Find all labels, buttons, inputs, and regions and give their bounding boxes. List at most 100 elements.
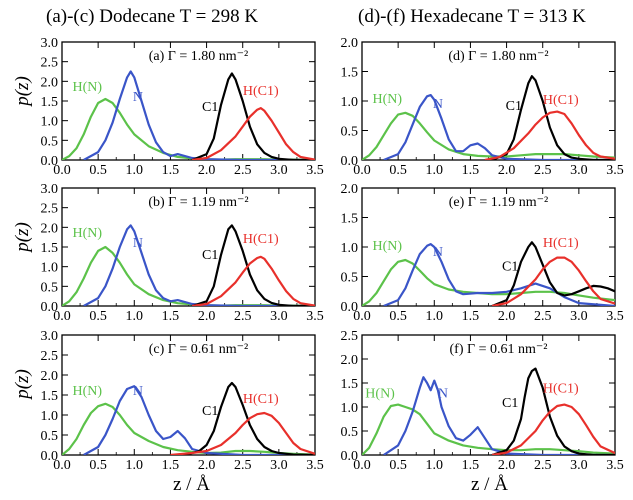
x-tick-label: 1.0	[426, 458, 444, 473]
y-tick-label: 1.0	[341, 241, 359, 256]
x-tick-label: 2.0	[498, 163, 516, 178]
y-tick-label: 0.5	[341, 425, 359, 440]
x-tick-label: 1.0	[126, 458, 144, 473]
y-tick-label: 1.0	[341, 401, 359, 416]
series-annotation: N	[433, 97, 443, 112]
y-tick-label: 3.0	[41, 182, 59, 197]
x-tick-label: 2.5	[534, 163, 552, 178]
x-tick-label: 3.0	[570, 163, 588, 178]
series-annotation: C1	[502, 396, 518, 411]
y-tick-label: 1.5	[41, 389, 59, 404]
x-tick-label: 2.0	[198, 309, 216, 324]
series-line-hc1	[191, 255, 315, 306]
y-tick-label: 2.0	[41, 75, 59, 90]
x-tick-label: 1.5	[162, 458, 180, 473]
x-tick-label: 3.0	[270, 163, 288, 178]
series-annotation: H(C1)	[543, 236, 579, 251]
y-tick-label: 0.0	[41, 300, 59, 315]
series-annotation: N	[133, 384, 143, 399]
panel-e: 0.0 0.5 1.0 1.5 2.0 2.5 3.0 3.5 0.0 0.5 1.0 1.5 2.0 (…	[341, 182, 624, 324]
series-line-n	[83, 385, 315, 455]
x-tick-label: 1.0	[126, 309, 144, 324]
y-tick-label: 2.0	[341, 36, 359, 51]
series-line-n	[83, 224, 315, 306]
x-tick-label: 3.0	[270, 458, 288, 473]
x-tick-label: 3.0	[570, 458, 588, 473]
y-tick-label: 2.5	[41, 349, 59, 364]
x-tick-label: 0.0	[53, 309, 71, 324]
x-tick-label: 0.5	[389, 458, 407, 473]
y-tick-label: 1.0	[41, 115, 59, 130]
x-tick-label: 3.5	[306, 458, 324, 473]
series-annotation: C1	[202, 248, 218, 263]
y-tick-label: 1.5	[341, 212, 359, 227]
series-annotation: N	[133, 236, 143, 251]
y-tick-label: 0.5	[341, 271, 359, 286]
x-tick-label: 2.5	[534, 458, 552, 473]
x-tick-label: 3.0	[270, 309, 288, 324]
x-tick-label: 0.0	[53, 163, 71, 178]
panel-f: 0.0 0.5 1.0 1.5 2.0 2.5 3.0 3.5 0.0 0.5 1.0 1.5 2.0 2…	[341, 329, 624, 473]
y-tick-label: 0.5	[341, 125, 359, 140]
x-tick-label: 0.5	[389, 163, 407, 178]
series-annotation: H(C1)	[243, 232, 279, 247]
y-tick-label: 0.0	[341, 154, 359, 169]
series-line-n	[383, 376, 615, 455]
x-tick-label: 3.5	[306, 163, 324, 178]
series-annotation: H(C1)	[243, 84, 279, 99]
x-tick-label: 0.0	[353, 309, 371, 324]
y-tick-label: 2.5	[41, 202, 59, 217]
y-tick-label: 2.0	[41, 369, 59, 384]
y-tick-label: 0.5	[41, 134, 59, 149]
series-annotation: H(N)	[365, 386, 395, 401]
x-tick-label: 2.0	[498, 458, 516, 473]
x-tick-label: 2.0	[498, 309, 516, 324]
series-annotation: H(N)	[73, 80, 103, 95]
series-line-hc1	[491, 256, 615, 306]
x-tick-label: 3.5	[606, 309, 624, 324]
y-tick-label: 0.0	[341, 300, 359, 315]
y-tick-label: 1.0	[41, 261, 59, 276]
x-tick-label: 1.5	[462, 309, 480, 324]
y-tick-label: 1.5	[41, 95, 59, 110]
series-annotation: H(N)	[373, 92, 403, 107]
panel-d: 0.0 0.5 1.0 1.5 2.0 2.5 3.0 3.5 0.0 0.5 1.0 1.5 2.0 (…	[341, 36, 624, 178]
x-tick-label: 1.5	[162, 309, 180, 324]
series-annotation: H(N)	[73, 226, 103, 241]
y-tick-label: 0.0	[41, 449, 59, 464]
x-tick-label: 2.5	[534, 309, 552, 324]
panel-title: (a) Γ = 1.80 nm⁻²	[149, 49, 249, 64]
series-line-n	[83, 70, 315, 160]
series-annotation: C1	[506, 99, 522, 114]
x-tick-label: 2.5	[234, 309, 252, 324]
x-tick-label: 3.0	[570, 309, 588, 324]
series-annotation: N	[133, 90, 143, 105]
series-annotation: H(C1)	[543, 93, 579, 108]
y-tick-label: 1.5	[341, 377, 359, 392]
series-line-hn	[362, 403, 615, 455]
panel-title: (f) Γ = 0.61 nm⁻²	[450, 342, 548, 357]
series-annotation: N	[438, 386, 448, 401]
panel-b: 0.0 0.5 1.0 1.5 2.0 2.5 3.0 3.5 0.0 0.5 1.0 1.5 2.0 2…	[41, 182, 324, 324]
y-tick-label: 0.0	[41, 154, 59, 169]
x-tick-label: 1.0	[426, 309, 444, 324]
series-annotation: N	[433, 245, 443, 260]
x-tick-label: 2.5	[234, 458, 252, 473]
series-annotation: C1	[202, 100, 218, 115]
series-line-hc1	[484, 110, 615, 160]
x-tick-label: 1.5	[162, 163, 180, 178]
x-tick-label: 3.5	[306, 309, 324, 324]
y-tick-label: 2.0	[341, 182, 359, 197]
series-line-hn	[362, 111, 615, 160]
series-annotation: H(N)	[73, 384, 103, 399]
x-tick-label: 1.0	[426, 163, 444, 178]
y-tick-label: 2.0	[341, 353, 359, 368]
y-tick-label: 1.5	[341, 66, 359, 81]
y-tick-label: 1.0	[341, 95, 359, 110]
series-line-c1	[491, 75, 615, 160]
series-annotation: H(C1)	[543, 382, 579, 397]
series-line-c1	[491, 367, 615, 455]
y-tick-label: 0.5	[41, 429, 59, 444]
y-tick-label: 0.5	[41, 280, 59, 295]
